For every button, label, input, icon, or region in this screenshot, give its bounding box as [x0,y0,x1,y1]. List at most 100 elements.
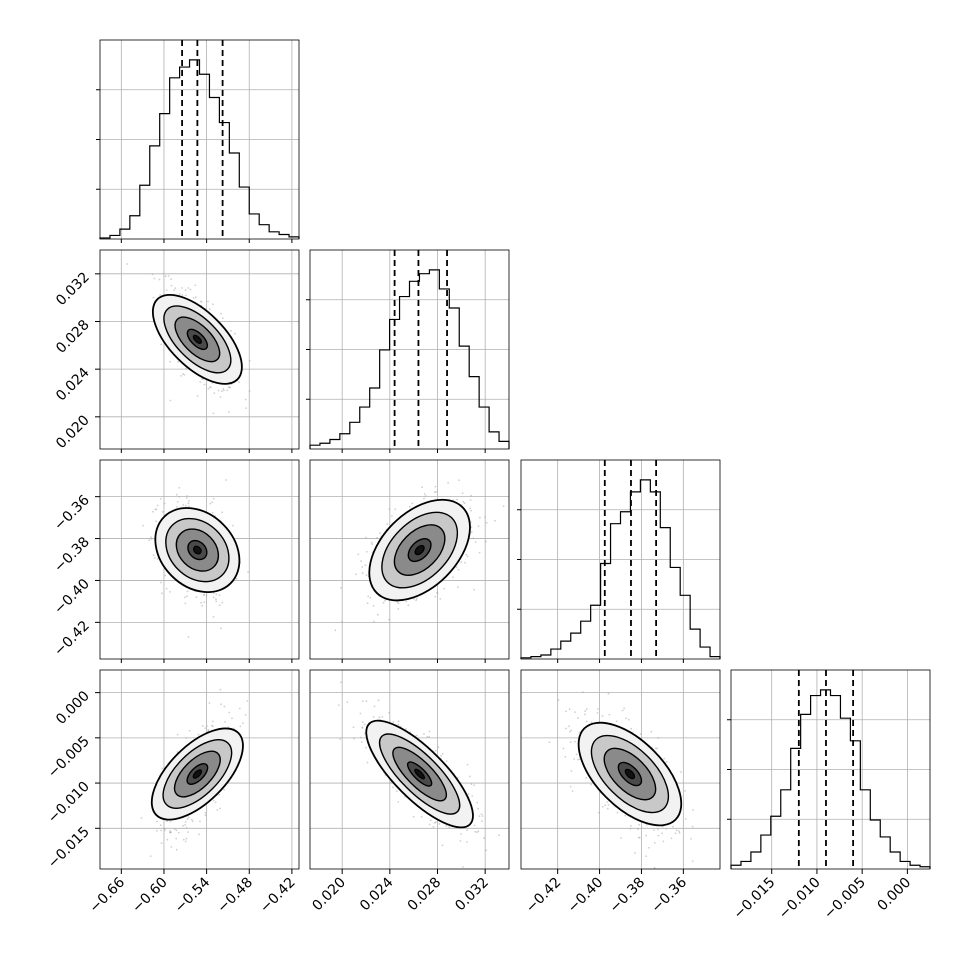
scatter-point [184,824,187,826]
scatter-point [441,844,444,847]
scatter-point [601,715,604,717]
scatter-point [423,497,425,500]
scatter-point [564,755,567,758]
scatter-point [608,713,611,716]
scatter-point [474,541,477,543]
x-tick-label: −0.60 [129,875,171,917]
scatter-point [577,758,579,761]
scatter-point [466,829,468,832]
y-tick-label: −0.38 [51,534,93,576]
scatter-point [211,511,214,514]
scatter-point [429,819,432,822]
histogram-steps [730,689,931,869]
scatter-point [142,524,144,527]
scatter-point [165,289,168,292]
scatter-point [634,852,636,854]
scatter-point [221,511,224,514]
scatter-point [177,831,180,834]
scatter-point [161,767,164,770]
scatter-point [160,581,162,584]
scatter-point [181,294,184,296]
scatter-point [584,710,587,713]
scatter-point [159,294,162,296]
scatter-point [445,760,448,762]
scatter-point [447,481,449,484]
scatter-point [195,596,198,599]
scatter-point [388,618,390,621]
scatter-point [209,386,212,389]
scatter-point [448,826,450,828]
scatter-point [182,824,185,827]
scatter-point [174,287,177,290]
scatter-point [440,755,442,757]
scatter-point [337,704,340,706]
scatter-point [238,381,240,384]
scatter-point [176,506,179,508]
scatter-point [223,788,226,791]
scatter-point [163,502,166,505]
scatter-point [177,360,179,363]
scatter-point [397,720,400,723]
scatter-point [464,561,466,564]
y-tick-label: 0.032 [53,269,93,309]
scatter-point [194,284,197,287]
scatter-point [185,367,187,370]
scatter-point [164,828,167,830]
scatter-point [420,816,423,818]
scatter-point [365,550,368,553]
scatter-point [384,599,386,602]
scatter-point [476,801,479,804]
scatter-point [334,629,337,632]
histogram-panel-1 [96,39,300,240]
scatter-point [218,604,221,606]
scatter-point [217,389,220,392]
scatter-point [159,497,162,500]
scatter-point [662,840,665,843]
scatter-point [575,753,578,756]
scatter-point [413,598,415,600]
scatter-point [366,602,369,605]
scatter-point [485,849,488,852]
x-axis-3: −0.42 −0.40 −0.38 −0.36 [523,869,690,916]
scatter-point [339,738,342,740]
scatter-point [460,833,462,835]
scatter-point [653,842,656,844]
scatter-point [170,278,173,281]
y-tick-label: −0.015 [45,824,93,872]
scatter-point [340,681,342,684]
scatter-point [485,521,488,524]
scatter-point [568,725,571,728]
scatter-point [169,831,172,834]
scatter-point [650,730,653,733]
scatter-point [439,598,442,600]
scatter-point [232,524,234,527]
scatter-point [215,598,217,601]
scatter-point [568,708,571,711]
scatter-point [565,710,567,713]
scatter-point [222,388,225,390]
scatter-point [441,753,444,755]
scatter-point [175,829,178,832]
scatter-point [245,407,247,409]
scatter-point [365,574,368,576]
scatter-point [155,508,158,511]
scatter-point [164,574,167,577]
scatter-point [469,775,471,778]
scatter-point [480,813,483,815]
y-axis-2: 0.020 0.024 0.028 0.032 [53,269,100,452]
scatter-point [392,786,394,789]
scatter-point [173,289,176,292]
scatter-point [377,699,380,702]
scatter-point [376,613,379,616]
scatter-point [126,263,128,265]
scatter-point [435,490,437,493]
x-axis-2: 0.020 0.024 0.028 0.032 [309,869,492,914]
scatter-point [360,560,363,563]
panel-frame [309,459,510,660]
scatter-point [691,825,694,828]
scatter-point [221,390,223,393]
scatter-point [472,537,475,540]
scatter-point [434,749,437,752]
x-tick-label: −0.38 [607,875,649,917]
scatter-point [397,608,400,610]
